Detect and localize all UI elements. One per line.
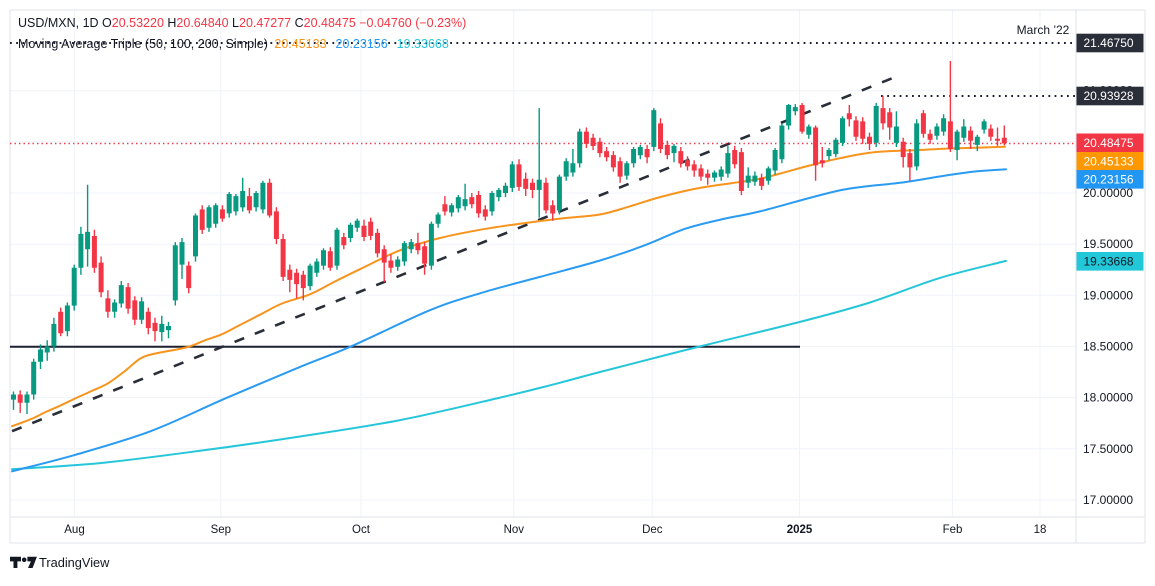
svg-text:TradingView: TradingView [39,555,110,570]
svg-text:19.33668: 19.33668 [1084,255,1134,269]
svg-text:Aug: Aug [64,524,84,536]
svg-text:17.00000: 17.00000 [1083,493,1133,507]
svg-text:Moving Average Triple (50, 100: Moving Average Triple (50, 100, 200, Sim… [18,37,449,51]
svg-text:21.46750: 21.46750 [1084,36,1134,50]
svg-text:18.50000: 18.50000 [1083,339,1133,353]
svg-text:2025: 2025 [787,524,813,536]
svg-text:20.00000: 20.00000 [1083,186,1133,200]
svg-text:17.50000: 17.50000 [1083,442,1133,456]
svg-text:Dec: Dec [642,524,663,536]
svg-text:20.48475: 20.48475 [1084,136,1134,150]
svg-text:Oct: Oct [352,524,371,536]
svg-text:Sep: Sep [211,524,231,536]
svg-text:March ’22: March ’22 [1017,23,1070,37]
svg-text:20.23156: 20.23156 [1084,173,1134,187]
svg-text:20.93928: 20.93928 [1084,89,1134,103]
svg-text:19.50000: 19.50000 [1083,237,1133,251]
svg-text:Nov: Nov [504,524,525,536]
svg-text:20.45133: 20.45133 [1084,155,1134,169]
svg-text:19.00000: 19.00000 [1083,288,1133,302]
svg-text:USD/MXN, 1D O20.53220 H20.6484: USD/MXN, 1D O20.53220 H20.64840 L20.4727… [18,16,466,30]
svg-text:18.00000: 18.00000 [1083,391,1133,405]
svg-text:18: 18 [1034,524,1047,536]
svg-text:Feb: Feb [943,524,963,536]
